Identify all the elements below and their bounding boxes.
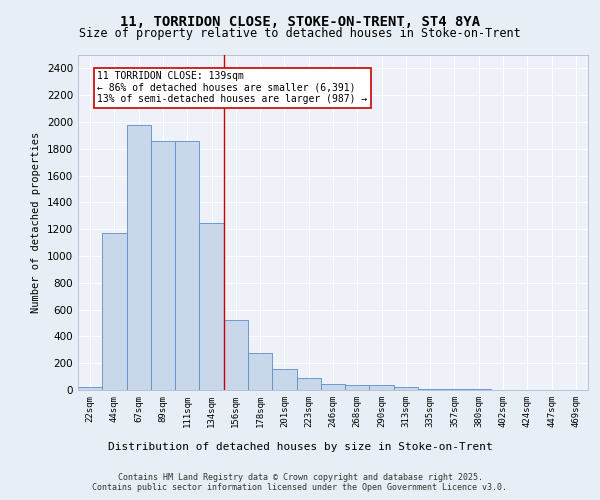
Text: Contains HM Land Registry data © Crown copyright and database right 2025.: Contains HM Land Registry data © Crown c…	[118, 472, 482, 482]
Bar	[151, 141, 175, 390]
Text: 11, TORRIDON CLOSE, STOKE-ON-TRENT, ST4 8YA: 11, TORRIDON CLOSE, STOKE-ON-TRENT, ST4 …	[120, 15, 480, 29]
Bar	[78, 386, 102, 390]
Bar	[394, 388, 418, 390]
Bar	[102, 232, 127, 390]
Bar	[296, 378, 321, 390]
Text: 11 TORRIDON CLOSE: 139sqm
← 86% of detached houses are smaller (6,391)
13% of se: 11 TORRIDON CLOSE: 139sqm ← 86% of detac…	[97, 71, 368, 104]
Bar	[370, 384, 394, 390]
Bar	[199, 223, 224, 390]
Bar	[272, 369, 296, 390]
Bar	[127, 126, 151, 390]
Text: Distribution of detached houses by size in Stoke-on-Trent: Distribution of detached houses by size …	[107, 442, 493, 452]
Bar	[418, 388, 442, 390]
Bar	[345, 384, 370, 390]
Text: Size of property relative to detached houses in Stoke-on-Trent: Size of property relative to detached ho…	[79, 28, 521, 40]
Bar	[224, 320, 248, 390]
Bar	[321, 384, 345, 390]
Bar	[248, 353, 272, 390]
Y-axis label: Number of detached properties: Number of detached properties	[31, 132, 41, 313]
Text: Contains public sector information licensed under the Open Government Licence v3: Contains public sector information licen…	[92, 484, 508, 492]
Bar	[175, 141, 199, 390]
